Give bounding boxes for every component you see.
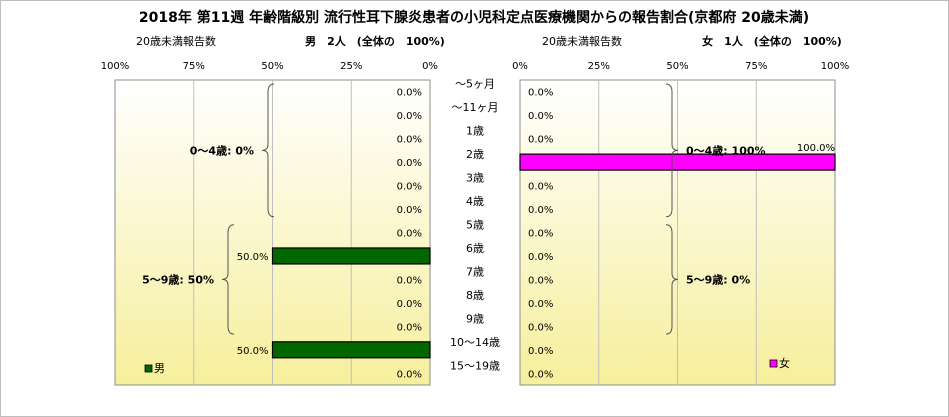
male-legend-label: 男 bbox=[154, 362, 165, 375]
category-label: 5歳 bbox=[466, 219, 484, 232]
male-caption-main: 男 2人 (全体の 100%) bbox=[305, 34, 445, 48]
female-value-label: 0.0% bbox=[528, 369, 553, 380]
male-value-label: 50.0% bbox=[237, 252, 269, 263]
female-value-label: 0.0% bbox=[528, 322, 553, 333]
age-group-annotations: 0～4歳: 0% 5～9歳: 50% 0～4歳: 100% 5～9歳: 0% bbox=[142, 83, 766, 335]
female-value-label: 100.0% bbox=[797, 143, 835, 154]
female-value-label: 0.0% bbox=[528, 252, 553, 263]
male-value-label: 0.0% bbox=[397, 182, 422, 193]
male-tick-label: 100% bbox=[101, 61, 130, 72]
male-value-label: 0.0% bbox=[397, 88, 422, 99]
female-tick-label: 100% bbox=[821, 61, 850, 72]
female-group-label: 0～4歳: 100% bbox=[686, 143, 766, 157]
female-tick-label: 0% bbox=[512, 61, 528, 72]
female-caption-main: 女 1人 (全体の 100%) bbox=[702, 34, 842, 48]
female-value-label: 0.0% bbox=[528, 111, 553, 122]
male-legend-swatch bbox=[144, 364, 153, 373]
axis-tick-labels: 100% 75% 50% 25% 0% 0% 25% 50% 75% 100% bbox=[101, 61, 850, 72]
female-legend-label: 女 bbox=[779, 356, 790, 370]
male-group-label: 5～9歳: 50% bbox=[142, 272, 214, 286]
category-label: 6歳 bbox=[466, 242, 484, 255]
male-value-label: 0.0% bbox=[397, 369, 422, 380]
male-group-brace bbox=[221, 224, 235, 335]
male-tick-label: 25% bbox=[340, 61, 362, 72]
male-tick-label: 0% bbox=[422, 61, 438, 72]
category-label: 4歳 bbox=[466, 195, 484, 208]
male-caption-left: 20歳未満報告数 bbox=[136, 35, 216, 48]
category-label: 8歳 bbox=[466, 289, 484, 302]
male-tick-label: 75% bbox=[183, 61, 205, 72]
category-label: ～11ヶ月 bbox=[452, 101, 499, 114]
male-value-label: 0.0% bbox=[397, 275, 422, 286]
category-labels: ～5ヶ月 ～11ヶ月 1歳 2歳 3歳 4歳 5歳 6歳 7歳 8歳 9歳 10～14歳 15～19歳 bbox=[450, 78, 500, 373]
female-group-label: 5～9歳: 0% bbox=[686, 272, 750, 286]
category-label: 2歳 bbox=[466, 148, 484, 161]
female-value-label: 0.0% bbox=[528, 229, 553, 240]
male-value-label: 0.0% bbox=[397, 111, 422, 122]
female-tick-label: 25% bbox=[588, 61, 610, 72]
category-label: 7歳 bbox=[466, 265, 484, 278]
female-legend-swatch bbox=[769, 359, 778, 368]
male-value-label: 0.0% bbox=[397, 135, 422, 146]
male-value-label: 0.0% bbox=[397, 229, 422, 240]
male-value-label: 0.0% bbox=[397, 158, 422, 169]
chart-title: 2018年 第11週 年齢階級別 流行性耳下腺炎患者の小児科定点医療機関からの報… bbox=[139, 9, 809, 26]
category-label: 1歳 bbox=[466, 125, 484, 138]
male-bar bbox=[271, 247, 431, 265]
category-label: ～5ヶ月 bbox=[455, 78, 495, 91]
female-value-label: 0.0% bbox=[528, 205, 553, 216]
category-label: 15～19歳 bbox=[450, 359, 500, 372]
female-value-label: 0.0% bbox=[528, 299, 553, 310]
male-tick-label: 50% bbox=[261, 61, 283, 72]
bars bbox=[271, 153, 836, 359]
category-label: 10～14歳 bbox=[450, 336, 500, 349]
female-value-label: 0.0% bbox=[528, 135, 553, 146]
male-value-label: 0.0% bbox=[397, 322, 422, 333]
female-value-label: 0.0% bbox=[528, 88, 553, 99]
male-group-label: 0～4歳: 0% bbox=[190, 143, 254, 157]
value-labels: 0.0% 0.0% 0.0% 0.0% 0.0% 0.0% 0.0% 50.0% 0.0% 0.0… bbox=[237, 88, 835, 381]
female-tick-label: 50% bbox=[666, 61, 688, 72]
category-label: 9歳 bbox=[466, 312, 484, 325]
female-value-label: 0.0% bbox=[528, 346, 553, 357]
legends: 男女 bbox=[144, 356, 790, 375]
female-group-brace bbox=[665, 83, 679, 218]
female-group-brace bbox=[665, 224, 679, 335]
male-bar bbox=[271, 341, 431, 359]
female-value-label: 0.0% bbox=[528, 275, 553, 286]
male-value-label: 0.0% bbox=[397, 205, 422, 216]
female-bar bbox=[519, 153, 836, 171]
male-value-label: 50.0% bbox=[237, 346, 269, 357]
category-label: 3歳 bbox=[466, 172, 484, 185]
male-group-brace bbox=[261, 83, 275, 218]
gridlines bbox=[193, 80, 757, 385]
female-value-label: 0.0% bbox=[528, 182, 553, 193]
male-value-label: 0.0% bbox=[397, 299, 422, 310]
female-tick-label: 75% bbox=[745, 61, 767, 72]
female-caption-left: 20歳未満報告数 bbox=[542, 35, 622, 48]
